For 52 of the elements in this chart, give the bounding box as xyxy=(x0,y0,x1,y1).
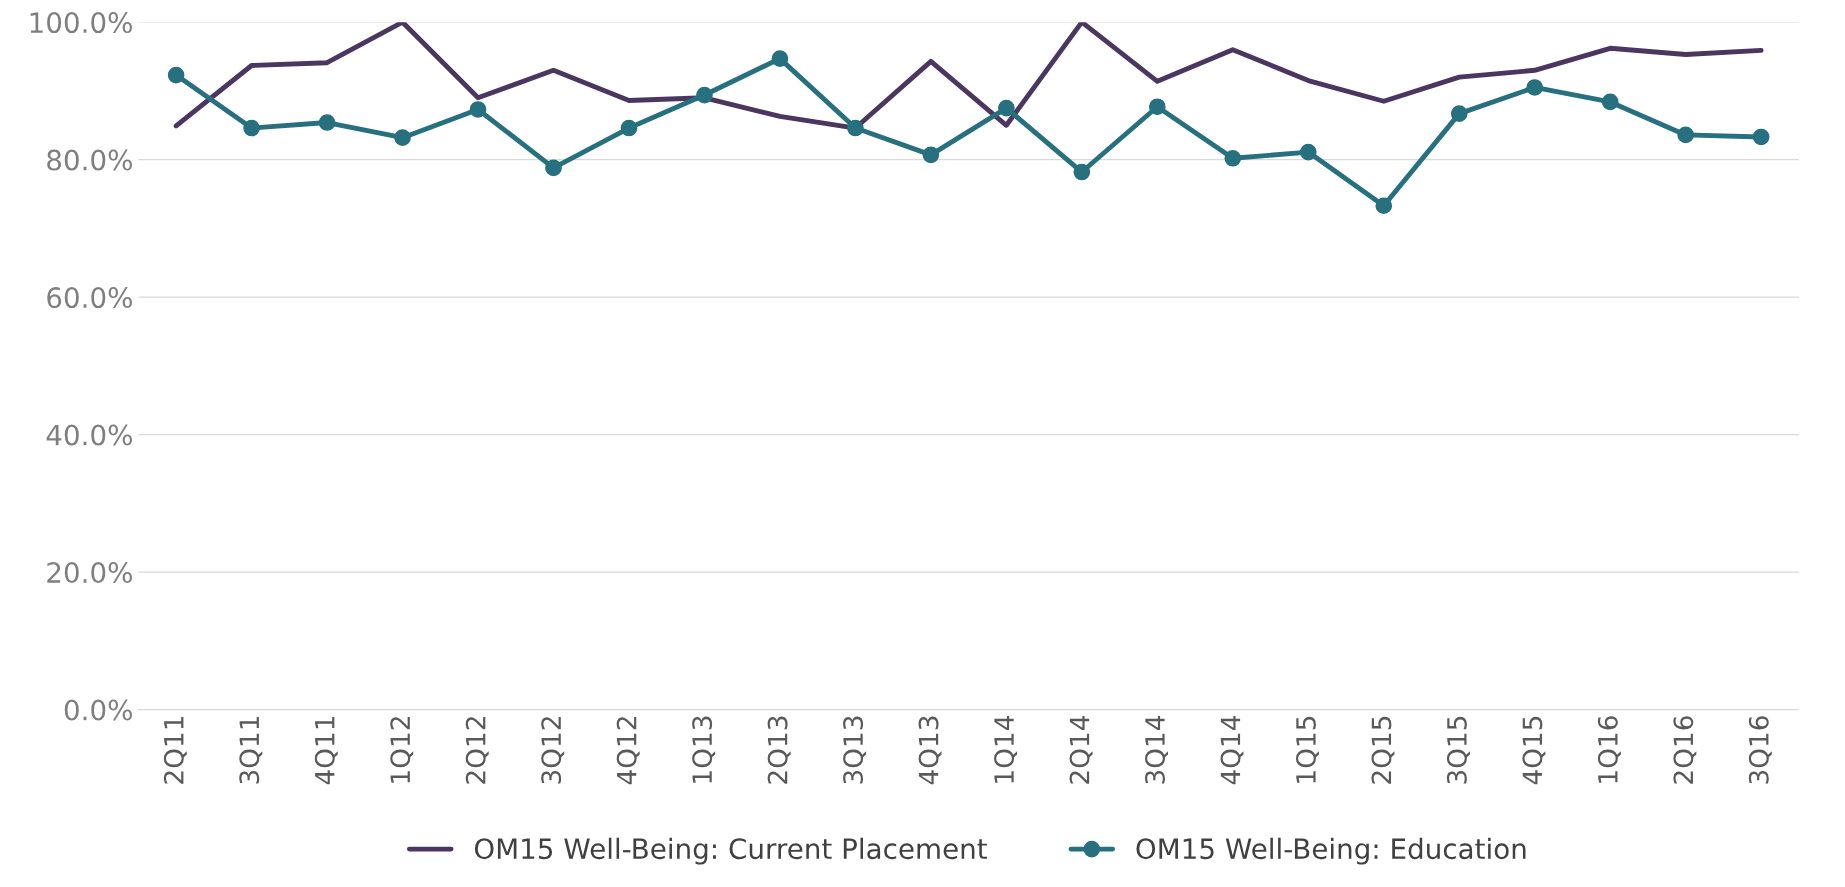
point xyxy=(243,119,260,137)
y-tick-label: 0.0% xyxy=(64,699,132,721)
y-tick-label: 20.0% xyxy=(47,562,132,584)
x-tick-label: 4Q11 xyxy=(314,716,338,785)
point xyxy=(696,86,713,104)
x-tick-label: 3Q12 xyxy=(541,717,565,784)
point xyxy=(318,114,336,131)
point xyxy=(1375,197,1393,215)
x-tick-label: 3Q15 xyxy=(1446,716,1470,784)
x-tick-label: 4Q12 xyxy=(616,717,640,785)
x-tick-label: 2Q14 xyxy=(1069,715,1093,784)
x-tick-label: 2Q15 xyxy=(1371,716,1395,784)
point xyxy=(771,50,789,67)
x-tick-label: 4Q15 xyxy=(1522,716,1546,785)
x-tick-label: 3Q16 xyxy=(1748,716,1772,784)
x-tick-label: 2Q13 xyxy=(767,716,791,784)
point xyxy=(167,66,185,84)
x-tick-label: 4Q14 xyxy=(1220,715,1244,785)
y-tick-label: 100.0% xyxy=(30,12,132,34)
y-tick-label: 60.0% xyxy=(47,287,132,309)
x-tick-label: 4Q13 xyxy=(918,716,942,785)
point xyxy=(847,119,864,137)
point xyxy=(1601,93,1619,111)
point xyxy=(998,99,1015,117)
x-tick-label: 2Q11 xyxy=(163,716,187,784)
point xyxy=(1148,98,1166,116)
legend-label: OM15 Well-Being: Current Placement xyxy=(474,837,987,865)
x-tick-label: 3Q11 xyxy=(239,716,263,784)
x-tick-label: 2Q16 xyxy=(1673,716,1697,784)
point xyxy=(1526,79,1544,96)
point xyxy=(1752,128,1770,146)
x-tick-label: 1Q13 xyxy=(692,716,716,783)
point xyxy=(394,129,411,146)
x-tick-label: 1Q16 xyxy=(1597,716,1621,783)
point xyxy=(1224,149,1242,167)
point xyxy=(1073,163,1091,181)
y-tick-label: 40.0% xyxy=(46,424,132,446)
x-tick-label: 3Q13 xyxy=(843,716,867,784)
point xyxy=(922,146,940,164)
point xyxy=(1299,143,1317,161)
point xyxy=(1450,105,1468,122)
legend-label: OM15 Well-Being: Education xyxy=(1136,837,1526,865)
x-tick-label: 1Q15 xyxy=(1295,716,1319,783)
x-tick-label: 3Q14 xyxy=(1145,715,1168,784)
x-tick-label: 1Q14 xyxy=(994,715,1018,783)
x-tick-label: 1Q12 xyxy=(390,717,414,783)
point xyxy=(545,159,562,177)
point xyxy=(1677,126,1694,144)
point xyxy=(469,101,487,118)
y-tick-label: 80.0% xyxy=(47,149,132,171)
point xyxy=(620,119,638,137)
x-tick-label: 2Q12 xyxy=(465,717,489,784)
